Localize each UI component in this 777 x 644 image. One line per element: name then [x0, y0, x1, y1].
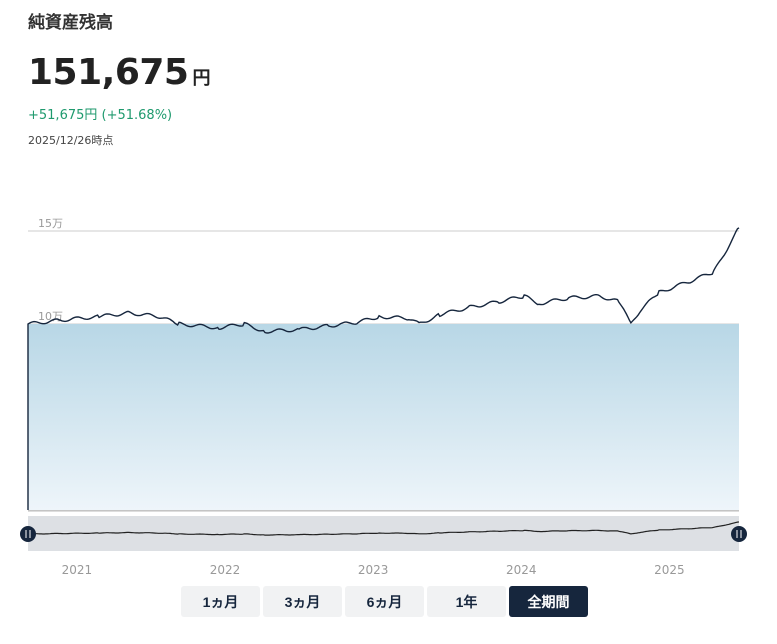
- principal-area: [28, 324, 739, 510]
- x-tick-label: 2024: [505, 563, 537, 577]
- as-of-date: 2025/12/26時点: [28, 134, 114, 147]
- range-button-4[interactable]: 全期間: [509, 586, 588, 617]
- amount-value: 151,675: [28, 52, 189, 93]
- range-button-3[interactable]: 1年: [427, 586, 506, 617]
- series-line: [27, 227, 740, 510]
- navigator-handle-right[interactable]: [731, 526, 747, 542]
- page-title: 純資産残高: [28, 13, 113, 33]
- y-tick-label: 15万: [38, 217, 63, 230]
- x-tick-label: 2023: [357, 563, 389, 577]
- change-value: +51,675円 (+51.68%): [28, 108, 173, 123]
- net-assets-chart[interactable]: 15万10万5万0: [0, 0, 777, 560]
- range-button-0[interactable]: 1ヵ月: [181, 586, 260, 617]
- x-tick-label: 2022: [209, 563, 241, 577]
- navigator-line: [27, 521, 740, 536]
- y-tick-label: 10万: [38, 310, 63, 323]
- net-assets-amount: 151,675 円: [28, 52, 210, 93]
- range-button-1[interactable]: 3ヵ月: [263, 586, 342, 617]
- x-tick-label: 2025: [654, 563, 685, 577]
- range-button-2[interactable]: 6ヵ月: [345, 586, 424, 617]
- amount-unit: 円: [192, 68, 210, 89]
- x-tick-label: 2021: [61, 563, 93, 577]
- range-selector: 1ヵ月 3ヵ月 6ヵ月 1年 全期間: [181, 586, 588, 617]
- navigator-handle-left[interactable]: [20, 526, 36, 542]
